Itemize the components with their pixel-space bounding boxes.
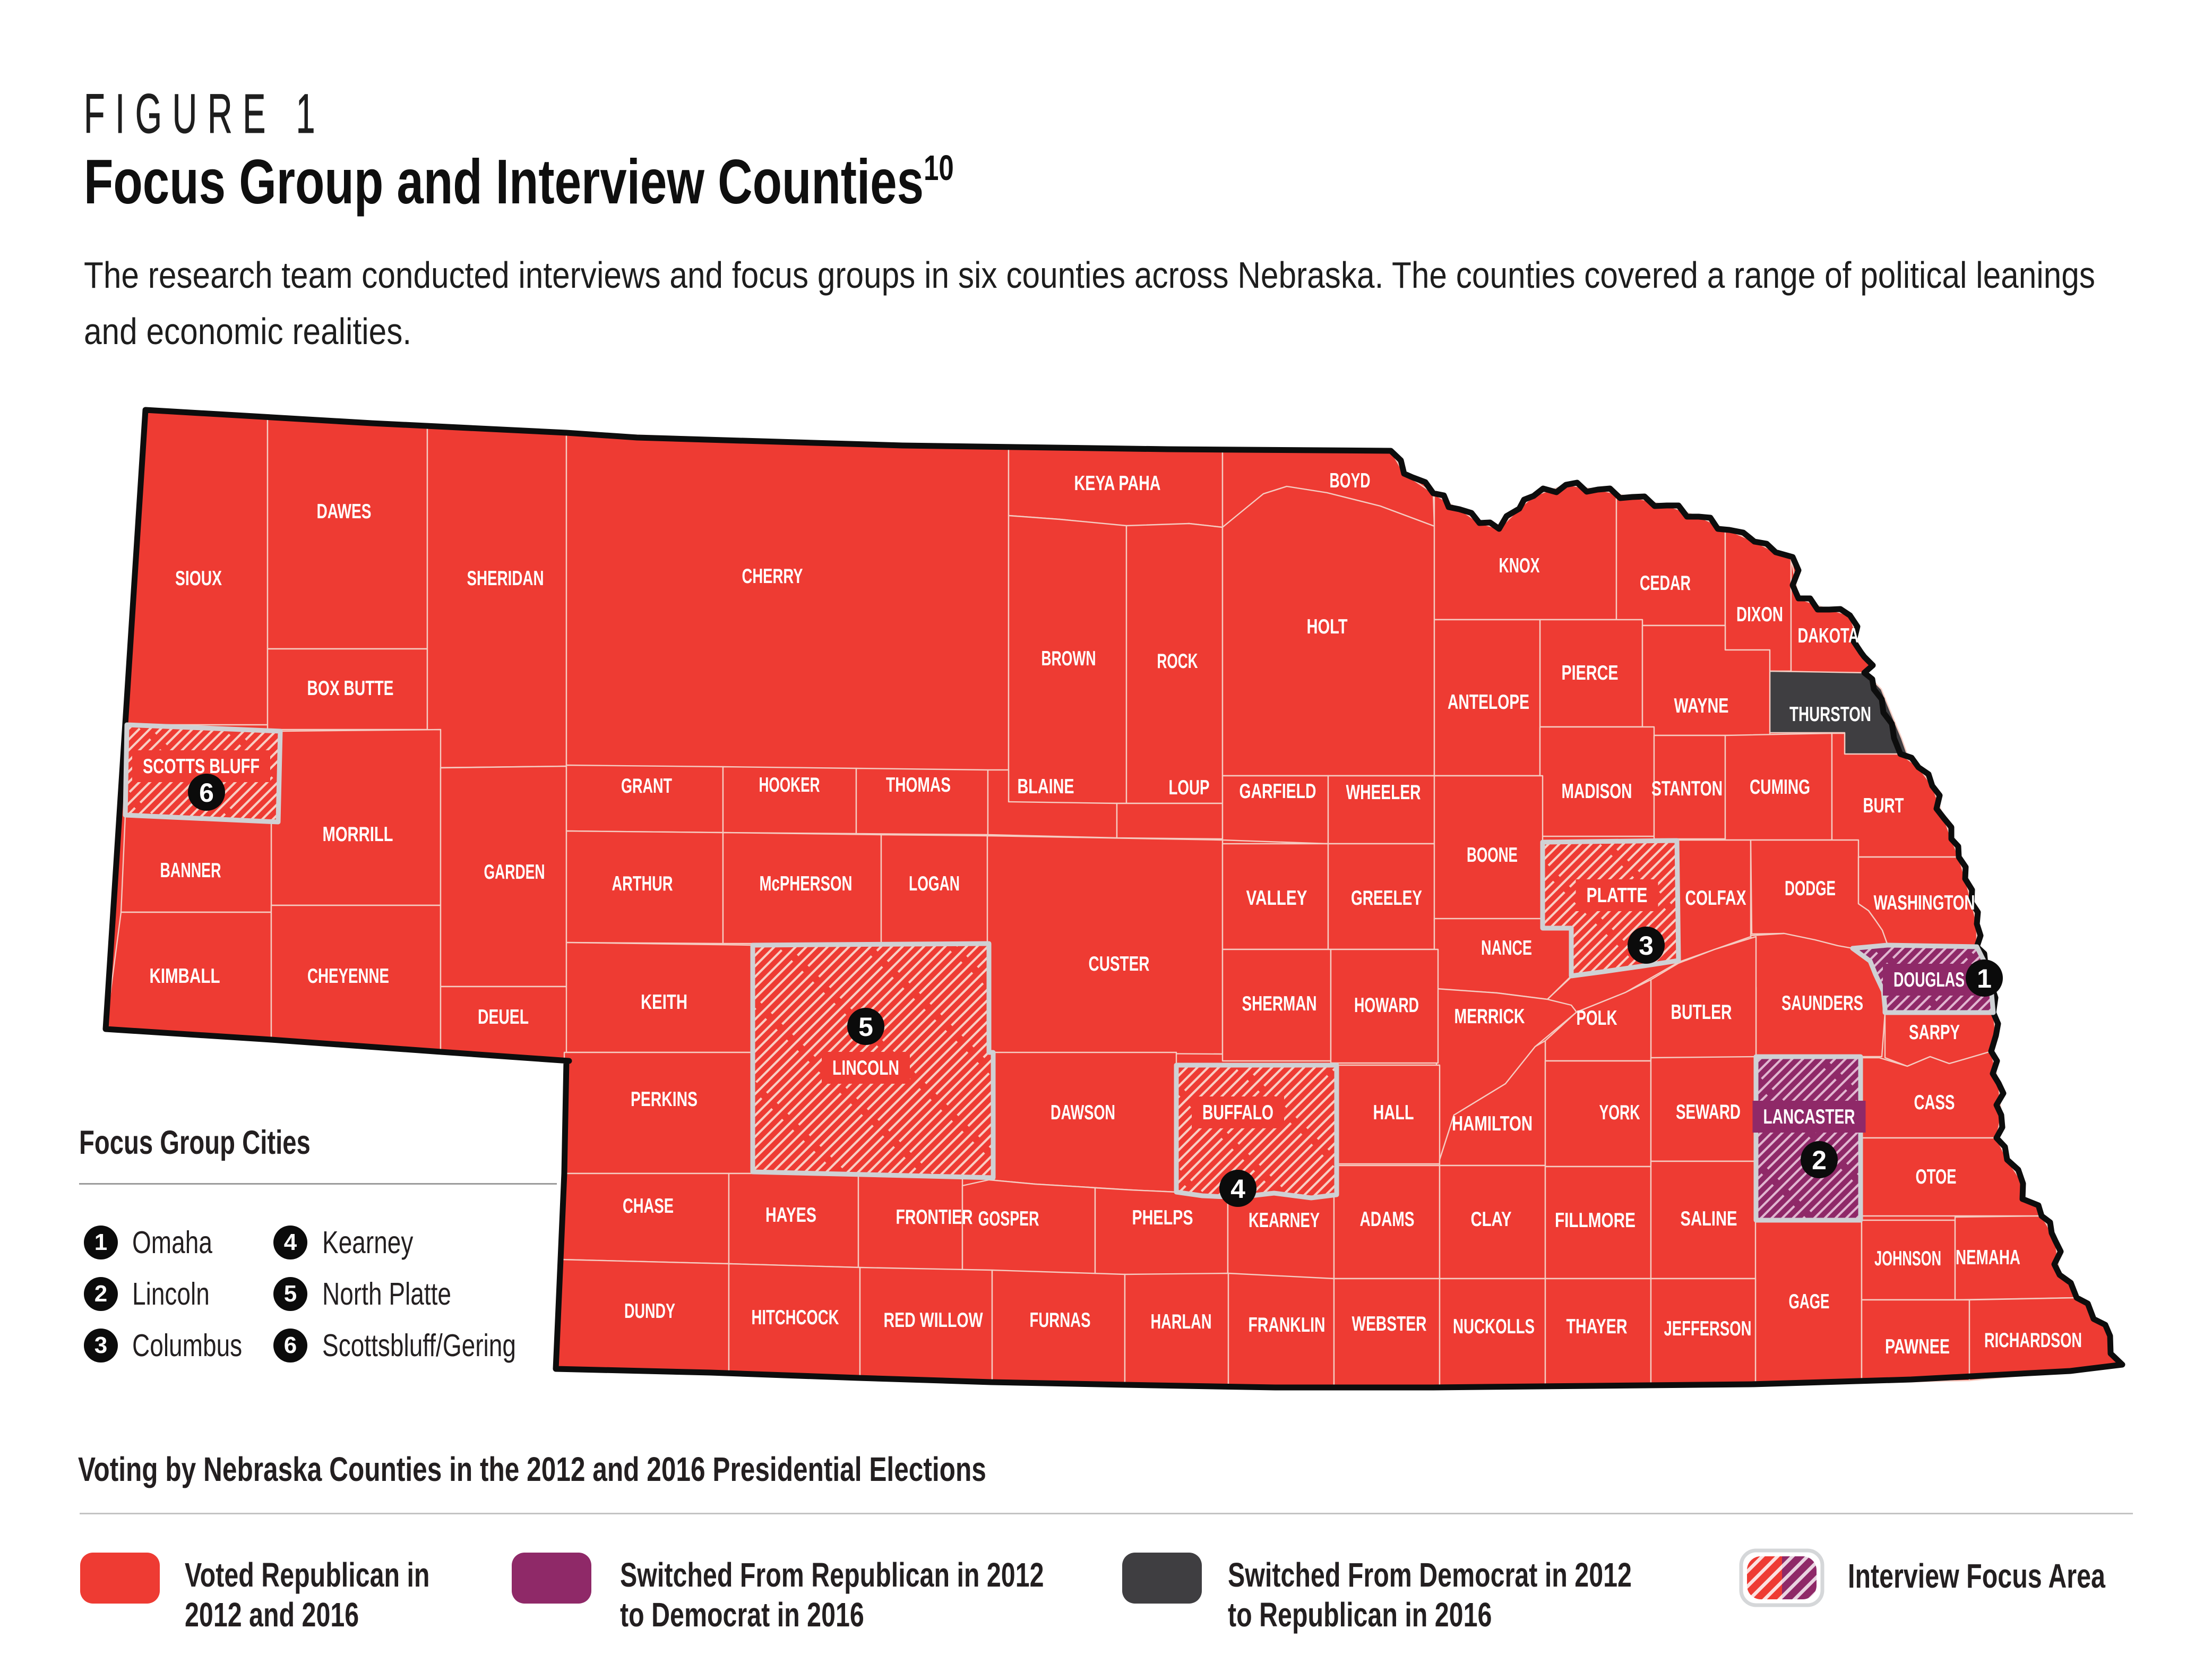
svg-text:SCOTTS BLUFF: SCOTTS BLUFF — [143, 755, 260, 778]
svg-text:THAYER: THAYER — [1567, 1315, 1628, 1338]
svg-text:BLAINE: BLAINE — [1018, 775, 1074, 798]
svg-text:BURT: BURT — [1863, 794, 1904, 817]
svg-text:FILLMORE: FILLMORE — [1555, 1209, 1636, 1232]
svg-text:KNOX: KNOX — [1499, 554, 1540, 577]
svg-text:1: 1 — [1977, 964, 1992, 993]
svg-text:DUNDY: DUNDY — [624, 1300, 675, 1323]
svg-text:GREELEY: GREELEY — [1351, 887, 1422, 910]
svg-text:DEUEL: DEUEL — [478, 1006, 529, 1029]
svg-text:JOHNSON: JOHNSON — [1874, 1247, 1941, 1270]
svg-text:NANCE: NANCE — [1481, 937, 1532, 959]
svg-text:RED WILLOW: RED WILLOW — [884, 1309, 983, 1332]
svg-text:SARPY: SARPY — [1909, 1021, 1960, 1044]
svg-text:GARDEN: GARDEN — [484, 861, 545, 884]
svg-text:ADAMS: ADAMS — [1360, 1208, 1415, 1231]
svg-text:LOUP: LOUP — [1169, 776, 1210, 799]
svg-text:MORRILL: MORRILL — [323, 823, 393, 846]
svg-text:YORK: YORK — [1599, 1101, 1640, 1124]
svg-text:FURNAS: FURNAS — [1030, 1309, 1091, 1332]
svg-text:HOLT: HOLT — [1307, 615, 1348, 638]
svg-text:NUCKOLLS: NUCKOLLS — [1453, 1315, 1535, 1338]
svg-text:PERKINS: PERKINS — [631, 1088, 698, 1111]
svg-text:FRANKLIN: FRANKLIN — [1249, 1314, 1326, 1336]
svg-text:ANTELOPE: ANTELOPE — [1448, 691, 1529, 714]
svg-text:DAWSON: DAWSON — [1051, 1101, 1115, 1124]
svg-text:OTOE: OTOE — [1916, 1166, 1957, 1188]
svg-text:SALINE: SALINE — [1681, 1207, 1737, 1230]
svg-text:HOWARD: HOWARD — [1354, 994, 1419, 1017]
svg-text:BANNER: BANNER — [160, 859, 221, 882]
svg-text:SHERMAN: SHERMAN — [1242, 992, 1317, 1015]
svg-text:SIOUX: SIOUX — [175, 567, 222, 590]
svg-text:CLAY: CLAY — [1471, 1208, 1512, 1231]
svg-text:VALLEY: VALLEY — [1246, 887, 1307, 910]
svg-text:KEARNEY: KEARNEY — [1249, 1209, 1320, 1232]
svg-text:HALL: HALL — [1373, 1101, 1414, 1124]
svg-text:PHELPS: PHELPS — [1132, 1206, 1193, 1229]
svg-text:CHEYENNE: CHEYENNE — [307, 965, 389, 988]
svg-text:GAGE: GAGE — [1789, 1290, 1830, 1313]
svg-text:BOYD: BOYD — [1330, 469, 1371, 492]
svg-text:ARTHUR: ARTHUR — [612, 872, 673, 895]
svg-text:6: 6 — [199, 778, 214, 808]
svg-text:DIXON: DIXON — [1736, 603, 1783, 626]
svg-text:2: 2 — [1812, 1145, 1827, 1175]
svg-text:SAUNDERS: SAUNDERS — [1781, 992, 1863, 1015]
svg-text:WEBSTER: WEBSTER — [1352, 1313, 1427, 1335]
svg-text:SEWARD: SEWARD — [1676, 1101, 1741, 1124]
svg-text:DODGE: DODGE — [1785, 877, 1836, 900]
svg-text:DOUGLAS: DOUGLAS — [1893, 969, 1965, 991]
svg-text:HITCHCOCK: HITCHCOCK — [752, 1306, 839, 1329]
svg-text:COLFAX: COLFAX — [1685, 887, 1746, 910]
svg-text:CEDAR: CEDAR — [1640, 572, 1691, 595]
svg-text:PLATTE: PLATTE — [1587, 884, 1648, 907]
svg-text:BUFFALO: BUFFALO — [1202, 1101, 1273, 1124]
svg-text:HARLAN: HARLAN — [1151, 1310, 1212, 1333]
svg-text:FRONTIER: FRONTIER — [896, 1206, 973, 1229]
svg-text:BOX BUTTE: BOX BUTTE — [307, 677, 394, 700]
svg-text:CASS: CASS — [1914, 1091, 1955, 1114]
svg-text:LANCASTER: LANCASTER — [1763, 1106, 1855, 1128]
svg-text:McPHERSON: McPHERSON — [760, 872, 853, 895]
svg-text:WASHINGTON: WASHINGTON — [1874, 892, 1975, 914]
svg-text:CHASE: CHASE — [623, 1195, 674, 1218]
svg-text:LOGAN: LOGAN — [909, 872, 960, 895]
svg-text:CUSTER: CUSTER — [1089, 953, 1150, 975]
svg-text:SHERIDAN: SHERIDAN — [467, 567, 544, 590]
svg-text:5: 5 — [858, 1012, 873, 1042]
svg-text:THURSTON: THURSTON — [1789, 703, 1871, 726]
svg-text:STANTON: STANTON — [1651, 777, 1723, 800]
svg-text:GOSPER: GOSPER — [978, 1207, 1039, 1230]
svg-text:WAYNE: WAYNE — [1674, 695, 1729, 717]
svg-text:NEMAHA: NEMAHA — [1956, 1246, 2020, 1269]
svg-text:MERRICK: MERRICK — [1454, 1005, 1525, 1028]
svg-text:POLK: POLK — [1577, 1007, 1617, 1030]
svg-text:DAKOTA: DAKOTA — [1798, 624, 1859, 647]
svg-text:MADISON: MADISON — [1562, 780, 1632, 803]
svg-text:BOONE: BOONE — [1467, 844, 1518, 867]
svg-text:HOOKER: HOOKER — [759, 774, 820, 796]
svg-text:3: 3 — [1639, 931, 1654, 961]
svg-text:CHERRY: CHERRY — [742, 565, 803, 588]
svg-text:KEYA PAHA: KEYA PAHA — [1074, 472, 1161, 495]
svg-text:KEITH: KEITH — [641, 991, 687, 1014]
svg-text:PAWNEE: PAWNEE — [1885, 1335, 1950, 1358]
svg-text:HAMILTON: HAMILTON — [1452, 1112, 1533, 1135]
svg-text:BROWN: BROWN — [1042, 647, 1096, 670]
svg-text:WHEELER: WHEELER — [1346, 781, 1421, 804]
svg-text:KIMBALL: KIMBALL — [150, 965, 220, 988]
svg-text:THOMAS: THOMAS — [886, 774, 951, 796]
svg-text:DAWES: DAWES — [317, 500, 372, 523]
svg-text:HAYES: HAYES — [765, 1204, 816, 1227]
svg-text:GARFIELD: GARFIELD — [1240, 780, 1316, 803]
svg-text:JEFFERSON: JEFFERSON — [1664, 1317, 1752, 1340]
svg-text:GRANT: GRANT — [621, 775, 672, 798]
svg-text:4: 4 — [1230, 1174, 1245, 1204]
svg-text:BUTLER: BUTLER — [1671, 1001, 1732, 1024]
svg-text:CUMING: CUMING — [1750, 776, 1810, 799]
svg-text:PIERCE: PIERCE — [1562, 662, 1619, 684]
svg-text:ROCK: ROCK — [1157, 650, 1198, 673]
svg-text:RICHARDSON: RICHARDSON — [1984, 1329, 2082, 1352]
svg-text:LINCOLN: LINCOLN — [832, 1057, 899, 1079]
